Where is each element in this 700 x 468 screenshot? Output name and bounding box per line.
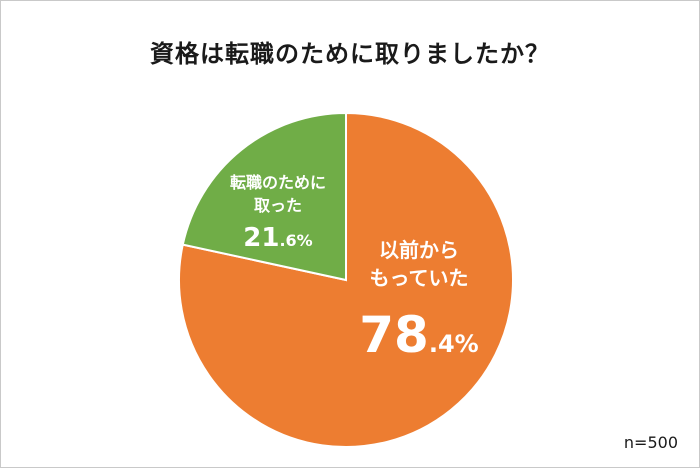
slice-label-before-line2: もっていた <box>370 266 469 290</box>
slice-value-forjob-dec: .6% <box>279 231 312 250</box>
slice-label-before-line1: 以前から <box>379 238 459 262</box>
slice-label-forjob-line2: 取った <box>254 196 302 215</box>
slice-value-forjob: 21.6% <box>243 223 312 253</box>
sample-size-note: n=500 <box>623 433 678 452</box>
chart-title: 資格は転職のために取りましたか？ <box>150 40 550 68</box>
slice-value-before-dec: .4% <box>429 330 479 358</box>
slice-label-forjob-line1: 転職のために <box>230 173 326 192</box>
slice-value-before: 78.4% <box>359 306 478 364</box>
slice-value-before-int: 78 <box>359 306 429 364</box>
slice-value-forjob-int: 21 <box>243 223 279 253</box>
pie-slice-forjob <box>181 111 347 282</box>
